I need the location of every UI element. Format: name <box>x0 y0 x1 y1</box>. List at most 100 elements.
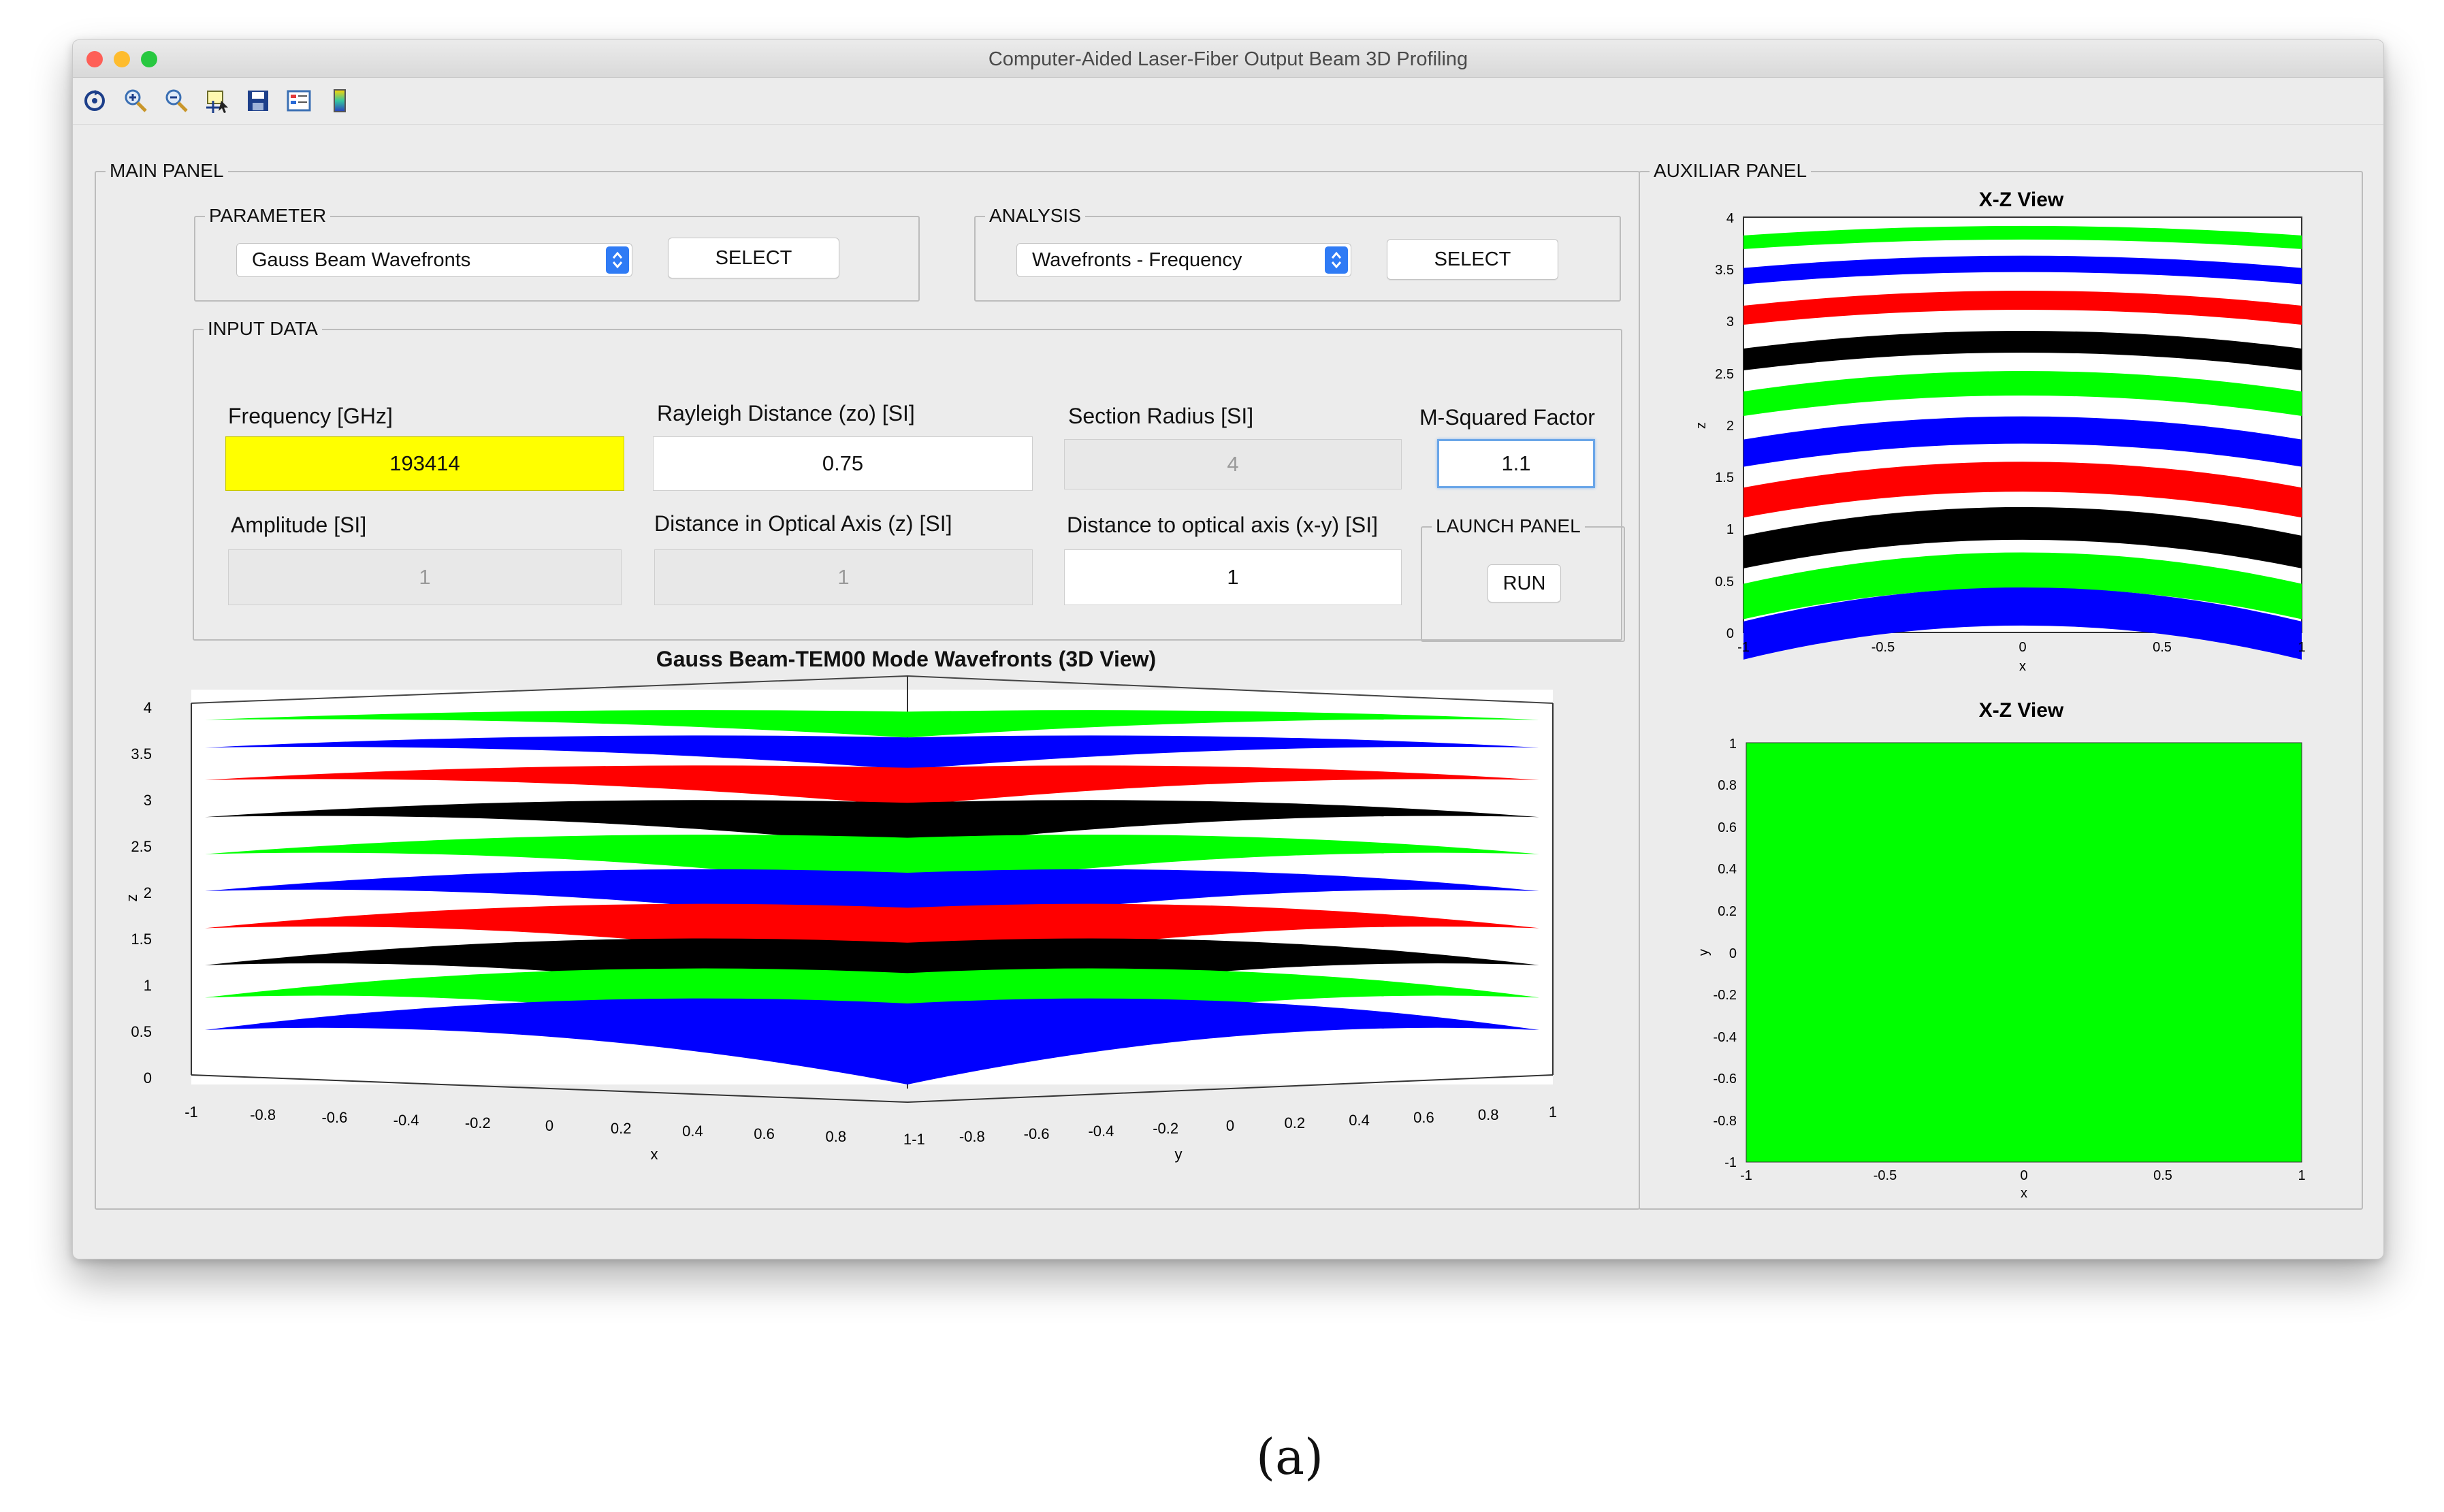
xy-x-tick: -1 <box>1740 1168 1752 1183</box>
xy-y-tick: 0.2 <box>1718 904 1737 919</box>
x-tick: 0.2 <box>611 1120 632 1137</box>
distance-xy-label: Distance to optical axis (x-y) [SI] <box>1067 513 1379 537</box>
xz-x-tick: 0.5 <box>2153 640 2172 655</box>
wavefront-layer <box>205 869 1539 929</box>
y-axis-label: y <box>1175 1146 1183 1163</box>
xy-x-tick: 0.5 <box>2153 1168 2172 1183</box>
xy-view-title: X-Z View <box>1979 699 2064 722</box>
xz-view-title: X-Z View <box>1979 189 2064 211</box>
x-tick: -0.4 <box>393 1112 419 1129</box>
xz-y-tick: 3 <box>1726 315 1734 329</box>
minimize-icon[interactable] <box>114 51 130 67</box>
z-tick: 3 <box>144 792 152 809</box>
xz-bands <box>1743 225 2302 660</box>
rotate-icon[interactable] <box>81 87 108 114</box>
auxiliar-panel-title: AUXILIAR PANEL <box>1650 160 1812 182</box>
launch-panel-title: LAUNCH PANEL <box>1432 515 1585 537</box>
parameter-title: PARAMETER <box>205 205 331 227</box>
plot3d-z-ticks: 4 3.5 3 2.5 2 1.5 1 0.5 0 z <box>123 699 152 1087</box>
save-icon[interactable] <box>244 87 272 114</box>
frequency-label: Frequency [GHz] <box>228 404 393 428</box>
distance-z-field[interactable]: 1 <box>654 549 1033 605</box>
xz-x-ticks: -1 -0.5 0 0.5 1 <box>1737 640 2305 655</box>
y-tick: -0.6 <box>1024 1125 1050 1142</box>
input-data-group: INPUT DATA Frequency [GHz] 193414 Raylei… <box>193 318 1625 642</box>
xz-y-tick: 3.5 <box>1715 263 1734 278</box>
title-bar[interactable]: Computer-Aided Laser-Fiber Output Beam 3… <box>73 40 2383 78</box>
wavefront-layers <box>205 710 1539 1084</box>
plot3d-x-ticks: -1 -0.8 -0.6 -0.4 -0.2 0 0.2 0.4 0.6 0.8 1 <box>184 1104 912 1148</box>
z-tick: 3.5 <box>131 745 152 762</box>
xz-band <box>1743 587 2302 660</box>
chevron-updown-icon <box>1325 246 1348 274</box>
toolbar <box>73 78 2383 125</box>
rayleigh-field[interactable]: 0.75 <box>653 436 1033 491</box>
z-tick: 4 <box>144 699 152 716</box>
auxiliar-panel: AUXILIAR PANEL X-Z View 4 3.5 3 2.5 2 1.… <box>1639 160 2363 1210</box>
zoom-in-icon[interactable] <box>122 87 149 114</box>
x-axis-label: x <box>651 1146 658 1163</box>
y-tick: 0.4 <box>1349 1112 1370 1129</box>
xz-band <box>1743 225 2302 249</box>
wavefront-layer <box>205 998 1539 1084</box>
wavefront-layer <box>205 903 1539 971</box>
xz-x-tick: 1 <box>2298 640 2305 655</box>
z-tick: 2 <box>144 884 152 901</box>
y-tick: -0.2 <box>1153 1120 1178 1137</box>
maximize-icon[interactable] <box>141 51 157 67</box>
zoom-out-icon[interactable] <box>163 87 190 114</box>
parameter-select-button[interactable]: SELECT <box>668 238 839 278</box>
legend-icon[interactable] <box>285 87 312 114</box>
y-tick: 0.8 <box>1478 1106 1499 1123</box>
parameter-select[interactable]: Gauss Beam Wavefronts <box>236 243 632 277</box>
xz-x-tick: 0 <box>2019 640 2026 655</box>
parameter-select-value: Gauss Beam Wavefronts <box>252 248 471 271</box>
wavefront-layer <box>205 710 1539 738</box>
amplitude-field[interactable]: 1 <box>228 549 622 605</box>
parameter-group: PARAMETER Gauss Beam Wavefronts SELECT <box>194 205 920 302</box>
xz-y-tick: 4 <box>1726 211 1734 226</box>
analysis-select-button[interactable]: SELECT <box>1387 239 1558 280</box>
x-tick: -0.8 <box>250 1106 276 1123</box>
m-squared-label: M-Squared Factor <box>1419 405 1595 430</box>
xz-band <box>1743 291 2302 325</box>
frequency-field[interactable]: 193414 <box>225 436 624 491</box>
run-button[interactable]: RUN <box>1488 564 1561 602</box>
xz-band <box>1743 552 2302 620</box>
xy-y-tick: -1 <box>1724 1155 1737 1170</box>
xy-x-label: x <box>2021 1186 2027 1200</box>
window-title: Computer-Aided Laser-Fiber Output Beam 3… <box>988 48 1468 70</box>
section-radius-field[interactable]: 4 <box>1064 439 1402 489</box>
x-tick: 1 <box>903 1131 912 1148</box>
input-data-title: INPUT DATA <box>204 318 322 340</box>
xy-y-tick: 0.8 <box>1718 778 1737 793</box>
z-axis-label: z <box>123 895 140 902</box>
x-tick: 0 <box>545 1117 553 1134</box>
y-tick: 1 <box>1549 1104 1557 1121</box>
m-squared-field[interactable]: 1.1 <box>1437 439 1595 488</box>
xz-view-plot[interactable]: X-Z View 4 3.5 3 2.5 2 1.5 1 0.5 0 -1 -0… <box>1654 186 2348 690</box>
xz-band <box>1743 331 2302 370</box>
xz-y-label: z <box>1694 422 1709 429</box>
xy-x-tick: 1 <box>2298 1168 2305 1183</box>
z-tick: 0 <box>144 1069 152 1087</box>
data-cursor-icon[interactable] <box>204 87 231 114</box>
xy-y-tick: 1 <box>1729 737 1737 752</box>
xy-y-tick: 0.6 <box>1718 820 1737 835</box>
xy-view-plot[interactable]: X-Z View 1 0.8 0.6 0.4 0.2 0 -0.2 -0.4 -… <box>1654 696 2348 1200</box>
y-tick: -0.4 <box>1088 1123 1114 1140</box>
xz-y-tick: 1 <box>1726 522 1734 537</box>
colorbar-icon[interactable] <box>326 87 353 114</box>
z-tick: 1 <box>144 977 152 994</box>
xy-y-ticks: 1 0.8 0.6 0.4 0.2 0 -0.2 -0.4 -0.6 -0.8 … <box>1714 737 1737 1170</box>
x-tick: -0.6 <box>321 1109 347 1126</box>
y-tick: 0.6 <box>1413 1109 1434 1126</box>
analysis-select[interactable]: Wavefronts - Frequency <box>1016 243 1351 277</box>
wavefront-layer <box>205 735 1539 770</box>
distance-xy-field[interactable]: 1 <box>1064 549 1402 605</box>
xy-y-tick: -0.2 <box>1714 988 1737 1003</box>
close-icon[interactable] <box>86 51 103 67</box>
wavefronts-3d-plot[interactable]: Gauss Beam-TEM00 Mode Wavefronts (3D Vie… <box>96 642 1639 1193</box>
xy-view-fill <box>1746 742 2302 1163</box>
xz-y-tick: 2.5 <box>1715 367 1734 382</box>
